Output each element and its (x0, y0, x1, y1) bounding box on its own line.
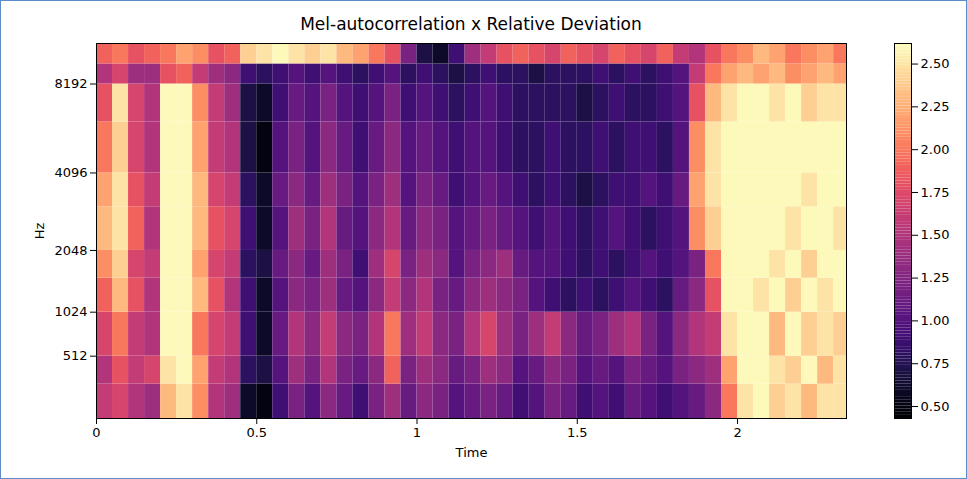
svg-text:1: 1 (413, 425, 421, 440)
svg-text:2: 2 (733, 425, 741, 440)
svg-text:1024: 1024 (54, 304, 87, 319)
svg-text:1.00: 1.00 (921, 313, 950, 328)
svg-text:2048: 2048 (54, 243, 87, 258)
html-text:Mel-autocorrelation x Relative: Mel-autocorrelation x Relative Deviation (300, 14, 642, 34)
svg-text:0: 0 (92, 425, 100, 440)
svg-text:2.25: 2.25 (921, 99, 950, 114)
svg-text:8192: 8192 (54, 76, 87, 91)
svg-text:1.25: 1.25 (921, 270, 950, 285)
svg-text:2.00: 2.00 (921, 142, 950, 157)
svg-text:2.50: 2.50 (921, 56, 950, 71)
svg-text:512: 512 (63, 348, 88, 363)
svg-text:0.5: 0.5 (246, 425, 267, 440)
svg-text:0.50: 0.50 (921, 399, 950, 414)
svg-text:1.50: 1.50 (921, 227, 950, 242)
svg-text:0.75: 0.75 (921, 356, 950, 371)
svg-text:1.5: 1.5 (567, 425, 588, 440)
svg-text:Time: Time (455, 445, 488, 460)
svg-text:4096: 4096 (54, 165, 87, 180)
svg-text:Hz: Hz (32, 223, 47, 240)
svg-text:1.75: 1.75 (921, 185, 950, 200)
